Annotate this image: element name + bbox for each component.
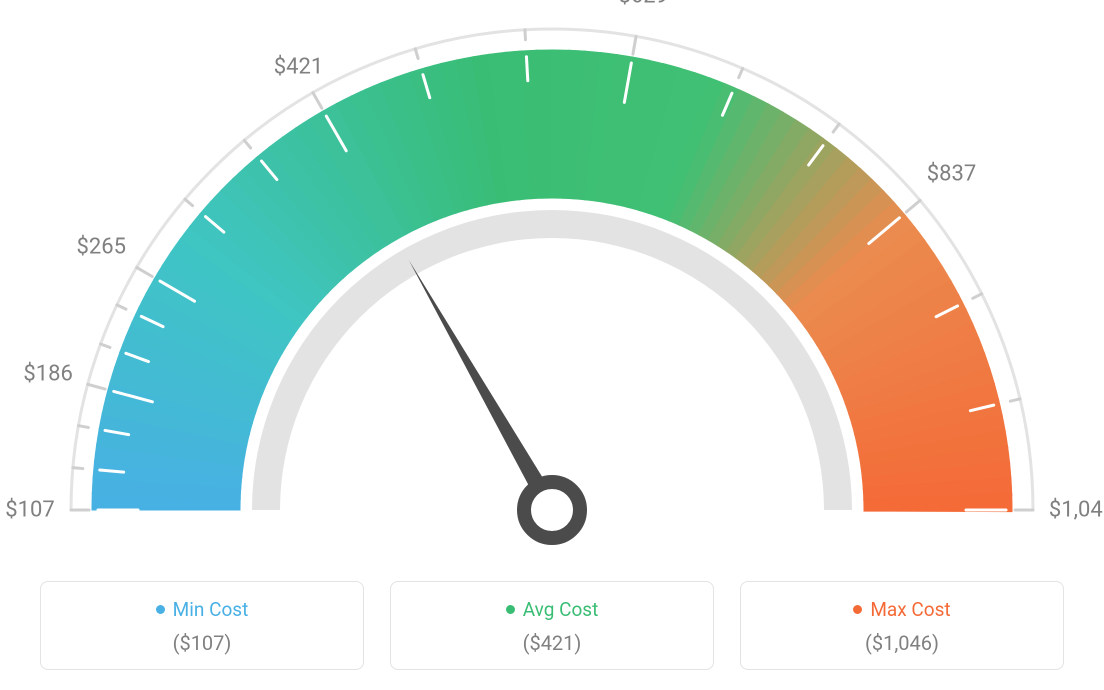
legend-title-min: Min Cost bbox=[156, 598, 249, 621]
legend-value-avg: ($421) bbox=[401, 631, 703, 655]
legend-label-max: Max Cost bbox=[870, 598, 950, 621]
gauge-tick-label: $421 bbox=[274, 55, 323, 80]
legend-value-max: ($1,046) bbox=[751, 631, 1053, 655]
gauge-svg bbox=[0, 0, 1104, 560]
legend-dot-min bbox=[156, 605, 165, 614]
gauge-tick-label: $629 bbox=[618, 0, 667, 9]
gauge-chart: $107 $186 $265 $421 $629 $837 $1,046 bbox=[0, 0, 1104, 560]
legend-dot-max bbox=[853, 605, 862, 614]
gauge-tick-label: $265 bbox=[77, 234, 126, 259]
legend-value-min: ($107) bbox=[51, 631, 353, 655]
legend-title-avg: Avg Cost bbox=[506, 598, 599, 621]
gauge-tick-label: $186 bbox=[23, 361, 72, 386]
legend-row: Min Cost ($107) Avg Cost ($421) Max Cost… bbox=[40, 581, 1064, 670]
legend-box-min: Min Cost ($107) bbox=[40, 581, 364, 670]
legend-label-min: Min Cost bbox=[173, 598, 249, 621]
legend-box-avg: Avg Cost ($421) bbox=[390, 581, 714, 670]
gauge-tick-label: $107 bbox=[5, 498, 54, 523]
legend-label-avg: Avg Cost bbox=[523, 598, 599, 621]
gauge-tick-label: $837 bbox=[927, 162, 976, 187]
legend-dot-avg bbox=[506, 605, 515, 614]
legend-title-max: Max Cost bbox=[853, 598, 950, 621]
gauge-tick-label: $1,046 bbox=[1049, 498, 1104, 523]
legend-box-max: Max Cost ($1,046) bbox=[740, 581, 1064, 670]
